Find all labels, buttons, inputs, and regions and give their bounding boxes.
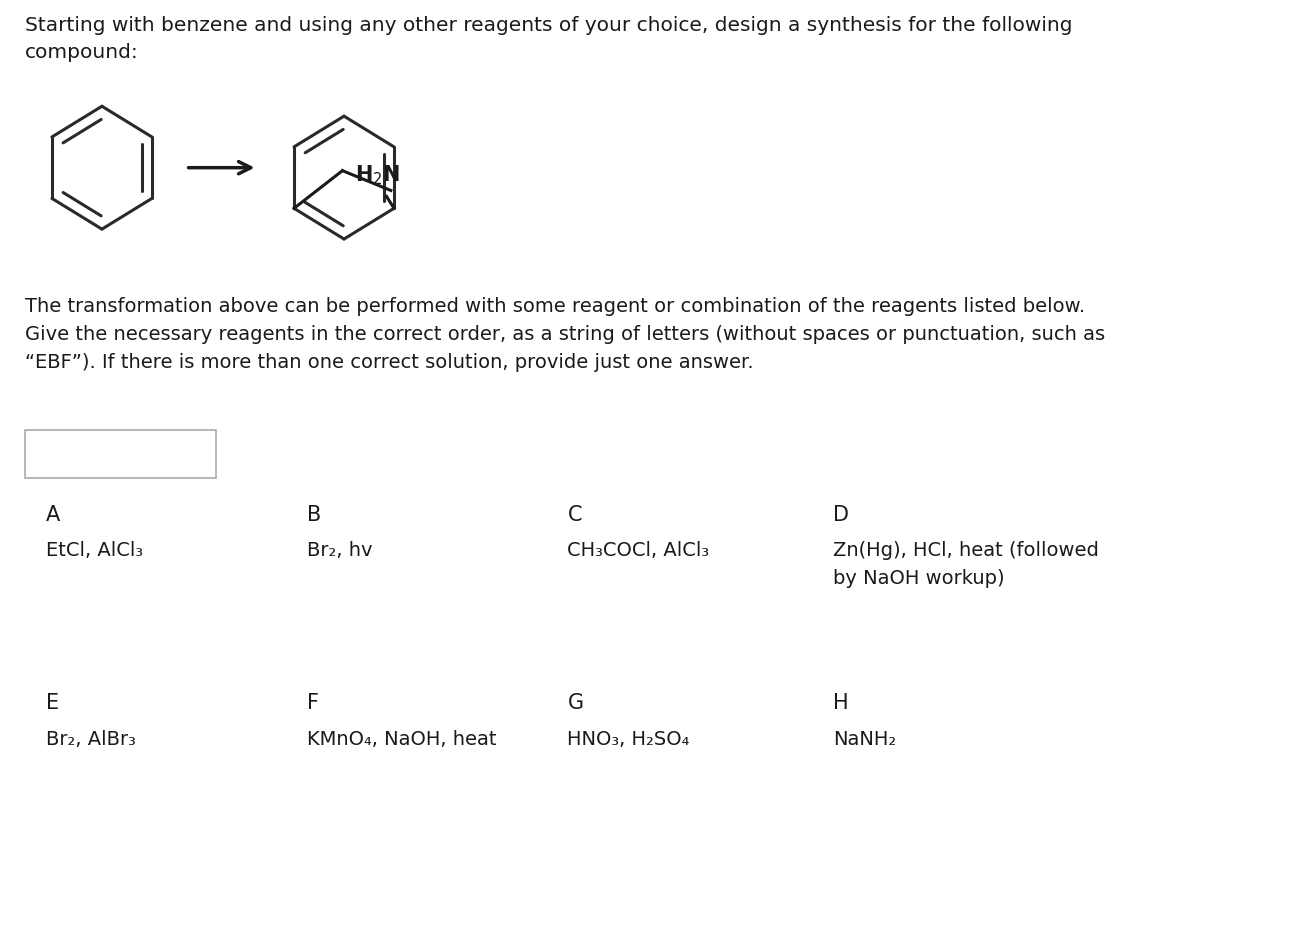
- Text: Starting with benzene and using any other reagents of your choice, design a synt: Starting with benzene and using any othe…: [25, 16, 1072, 62]
- Text: E: E: [46, 693, 59, 713]
- Text: NaNH₂: NaNH₂: [833, 730, 896, 748]
- Text: G: G: [567, 693, 584, 713]
- Text: B: B: [307, 505, 321, 525]
- Text: CH₃COCl, AlCl₃: CH₃COCl, AlCl₃: [567, 542, 710, 560]
- Text: C: C: [567, 505, 582, 525]
- Text: H$_2$N: H$_2$N: [355, 163, 400, 186]
- Text: A: A: [46, 505, 60, 525]
- Text: F: F: [307, 693, 318, 713]
- Bar: [25, 431, 216, 478]
- Text: KMnO₄, NaOH, heat: KMnO₄, NaOH, heat: [307, 730, 496, 748]
- Text: Br₂, AlBr₃: Br₂, AlBr₃: [46, 730, 136, 748]
- Text: D: D: [833, 505, 849, 525]
- Text: HNO₃, H₂SO₄: HNO₃, H₂SO₄: [567, 730, 690, 748]
- Text: Zn(Hg), HCl, heat (followed
by NaOH workup): Zn(Hg), HCl, heat (followed by NaOH work…: [833, 542, 1099, 587]
- Text: Br₂, hv: Br₂, hv: [307, 542, 372, 560]
- Text: H: H: [833, 693, 849, 713]
- Text: EtCl, AlCl₃: EtCl, AlCl₃: [46, 542, 143, 560]
- Text: The transformation above can be performed with some reagent or combination of th: The transformation above can be performe…: [25, 296, 1104, 371]
